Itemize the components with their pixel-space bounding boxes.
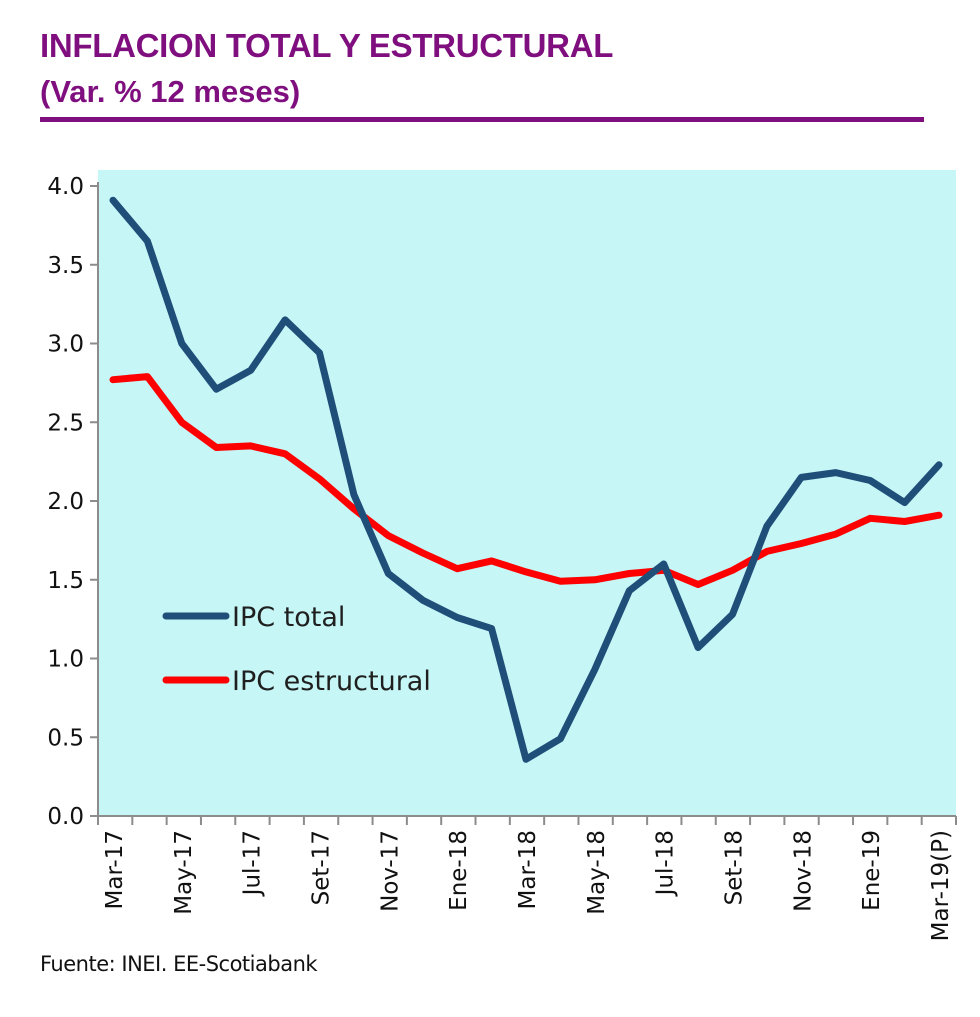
x-tick-label: Set-18: [722, 830, 748, 905]
y-tick-label: 2.5: [47, 410, 84, 436]
x-axis: Mar-17 May-17 Jul-17 Set-17 Nov-17 Ene-18 Mar-…: [97, 815, 957, 941]
x-tick-label: Ene-18: [446, 830, 472, 911]
y-tick-label: 4.0: [47, 174, 84, 200]
legend-label-ipc-estructural: IPC estructural: [232, 666, 431, 697]
series-layer: [109, 196, 943, 763]
x-tick-label: May-17: [171, 830, 197, 915]
x-tick-label: Mar-18: [515, 830, 541, 910]
y-tick-label: 3.0: [47, 332, 84, 358]
x-tick-label: Jul-18: [653, 830, 679, 897]
chart-subtitle: (Var. % 12 meses): [40, 74, 301, 109]
y-tick-label: 0.0: [47, 804, 84, 830]
x-tick-label: Jul-17: [240, 830, 266, 897]
y-tick-label: 3.5: [47, 253, 84, 279]
y-tick-label: 1.5: [47, 568, 84, 594]
legend: IPC total IPC estructural: [162, 602, 431, 697]
x-tick-label: May-18: [584, 830, 610, 915]
x-tick-label: Ene-19: [859, 830, 885, 911]
x-tick-label: Mar-17: [102, 830, 128, 910]
title-divider: [40, 117, 924, 122]
y-tick-label: 2.0: [47, 489, 84, 515]
chart-title: INFLACION TOTAL Y ESTRUCTURAL: [40, 27, 614, 64]
x-tick-label: Nov-17: [377, 830, 403, 912]
y-tick-label: 1.0: [47, 647, 84, 673]
legend-label-ipc-total: IPC total: [232, 602, 345, 633]
x-tick-label: Set-17: [309, 830, 335, 905]
plot-area: [98, 170, 956, 816]
x-tick-label: Mar-19(P): [928, 830, 954, 941]
x-tick-label: Nov-18: [790, 830, 816, 912]
source-note: Fuente: INEI. EE-Scotiabank: [40, 952, 318, 976]
y-axis: 0.0 0.5 1.0 1.5 2.0 2.5 3.0 3.5 4.0: [47, 174, 99, 830]
y-tick-label: 0.5: [47, 725, 84, 751]
